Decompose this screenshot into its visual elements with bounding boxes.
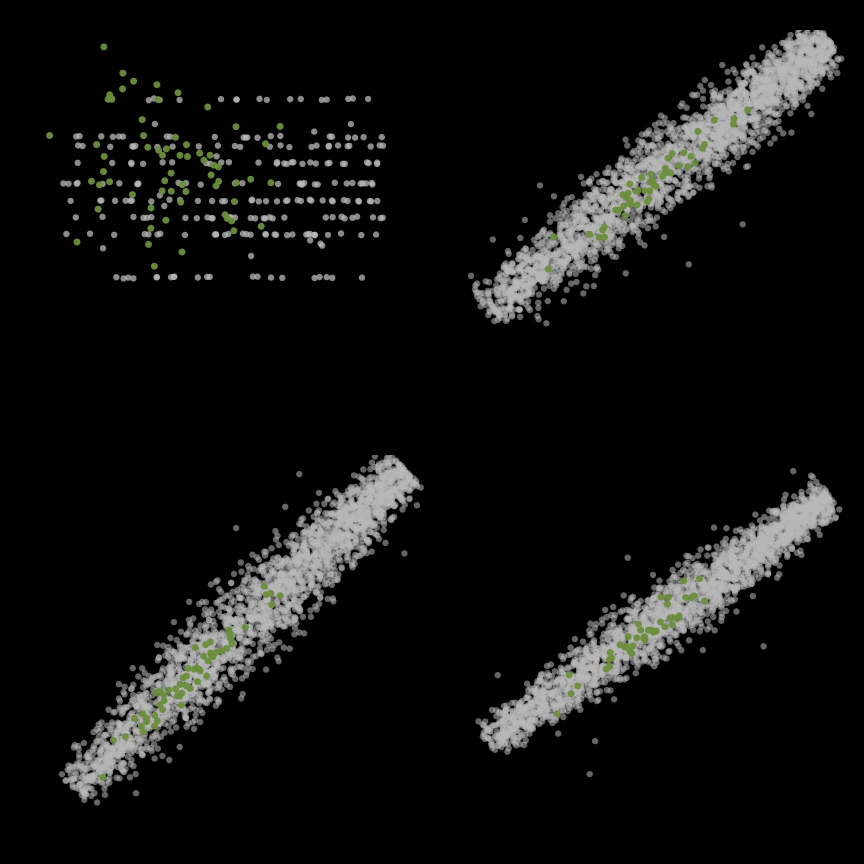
scatter-panel-tl — [45, 30, 425, 405]
scatter-panel-br — [465, 455, 845, 830]
scatter-panel-bl — [45, 455, 425, 830]
scatter-svg-br — [465, 455, 845, 830]
scatter-panel-tr — [465, 30, 845, 405]
grey-points — [60, 95, 386, 281]
scatter-svg-tr — [465, 30, 845, 405]
scatter-svg-tl — [45, 30, 425, 405]
grey-points — [59, 455, 425, 806]
figure-grid-2x2 — [0, 0, 864, 864]
scatter-svg-bl — [45, 455, 425, 830]
